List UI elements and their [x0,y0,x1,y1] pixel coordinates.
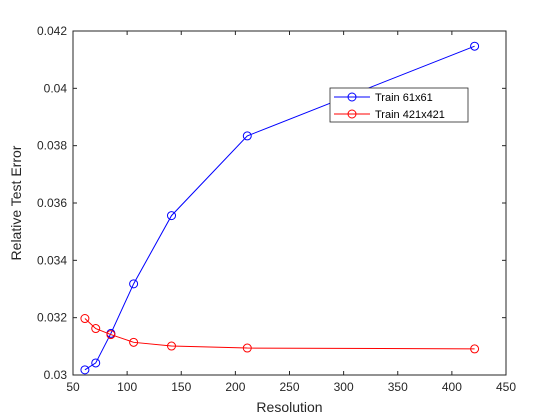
x-tick-label: 250 [279,380,299,394]
x-tick-label: 350 [388,380,408,394]
data-point-train-421x421 [80,314,90,324]
series-line-train-61x61 [84,45,475,371]
data-point-train-61x61 [470,41,480,51]
plot-area [72,30,507,376]
data-point-train-61x61 [129,279,139,289]
series-line-train-421x421 [84,318,475,350]
x-tick-label: 150 [171,380,191,394]
data-point-train-421x421 [129,337,139,347]
legend-marker-train-421x421 [347,109,357,119]
legend-label-train-421x421: Train 421x421 [375,109,445,121]
y-axis-label: Relative Test Error [8,145,24,260]
data-point-train-421x421 [91,324,101,334]
data-point-train-421x421 [106,330,116,340]
legend-entry-train-421x421: Train 421x421 [334,109,445,121]
data-point-train-61x61 [91,358,101,368]
data-point-train-421x421 [167,341,177,351]
series-layer [80,41,480,375]
y-tick-label: 0.034 [37,253,67,267]
legend-label-train-61x61: Train 61x61 [375,92,433,104]
data-point-train-421x421 [242,343,252,353]
x-tick-label: 100 [117,380,137,394]
data-point-train-421x421 [470,344,480,354]
data-point-train-61x61 [167,211,177,221]
y-tick-label: 0.038 [37,139,67,153]
y-tick-label: 0.032 [37,311,67,325]
x-tick-label: 200 [225,380,245,394]
y-tick-label: 0.03 [44,368,68,382]
x-axis-label: Resolution [256,399,322,415]
y-axis: 0.03 0.032 0.034 0.036 0.038 0.04 0.042 [37,24,506,382]
y-tick-label: 0.036 [37,196,67,210]
series-train-421x421 [80,314,480,354]
y-tick-label: 0.042 [37,24,67,38]
legend-marker-train-61x61 [347,92,357,102]
y-tick-label: 0.04 [44,81,68,95]
data-point-train-61x61 [242,131,252,141]
x-tick-label: 400 [442,380,462,394]
legend: Train 61x61 Train 421x421 [329,87,469,123]
x-axis: 50 100 150 200 250 300 350 400 450 [66,31,516,394]
x-tick-label: 450 [496,380,516,394]
x-tick-label: 50 [66,380,80,394]
series-train-61x61 [80,41,480,375]
legend-entry-train-61x61: Train 61x61 [334,92,433,104]
x-tick-label: 300 [334,380,354,394]
legend-box [329,87,469,123]
data-point-train-61x61 [80,365,90,375]
